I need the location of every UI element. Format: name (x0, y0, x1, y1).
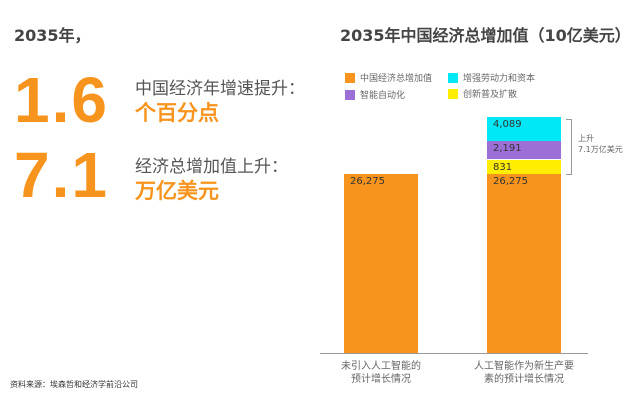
bar-segment: 831 (487, 159, 561, 174)
data-label: 26,275 (350, 176, 385, 187)
legend-label: 智能自动化 (360, 91, 406, 101)
stat-growth-label: 中国经济年增速提升： (135, 79, 305, 99)
stat-growth-value: 1.6 (14, 64, 109, 136)
intro-text: 2035年， (14, 26, 91, 45)
legend-swatch (448, 72, 458, 83)
annotation-line: 7.1万亿美元 (578, 145, 623, 154)
legend-swatch (448, 88, 458, 99)
stat-gva-unit: 万亿美元 (135, 179, 219, 203)
increase-annotation: 上升 7.1万亿美元 (578, 133, 623, 155)
legend-item-labor: 增强劳动力和资本 (448, 71, 535, 84)
annotation-line: 上升 (578, 134, 594, 143)
legend-item-gva: 中国经济总增加值 (345, 71, 432, 84)
data-label: 831 (493, 161, 513, 173)
x-tick-line: 人工智能作为新生产要 (474, 361, 574, 372)
x-tick-label-no-ai: 未引入人工智能的 预计增长情况 (321, 360, 441, 386)
bar-segment: 26,275 (487, 174, 561, 353)
stat-gva-label: 经济总增加值上升： (135, 157, 288, 177)
bar-segment: 2,191 (487, 140, 561, 160)
legend-swatch (345, 72, 355, 83)
bar-segment: 4,089 (487, 116, 561, 141)
x-tick-line: 素的预计增长情况 (484, 374, 564, 385)
data-label: 26,275 (493, 176, 528, 187)
x-tick-line: 预计增长情况 (351, 374, 411, 385)
legend-item-automation: 智能自动化 (345, 88, 405, 101)
stat-growth-unit: 个百分点 (135, 101, 219, 125)
source-note: 资料来源：埃森哲和经济学前沿公司 (10, 380, 138, 389)
legend-item-innovation: 创新普及扩散 (448, 87, 517, 100)
stat-gva-value: 7.1 (14, 139, 109, 211)
data-label: 4,089 (493, 118, 522, 130)
x-tick-line: 未引入人工智能的 (341, 361, 421, 372)
x-tick-label-ai: 人工智能作为新生产要 素的预计增长情况 (458, 360, 590, 386)
chart-title: 2035年中国经济总增加值（10亿美元） (340, 26, 631, 45)
legend-label: 中国经济总增加值 (360, 74, 433, 84)
x-axis-line (320, 353, 588, 354)
legend-label: 增强劳动力和资本 (463, 74, 536, 84)
legend-label: 创新普及扩散 (463, 90, 518, 100)
data-label: 2,191 (493, 142, 522, 154)
legend-swatch (345, 89, 355, 100)
bar-segment: 26,275 (344, 174, 418, 353)
increase-bracket (566, 119, 572, 175)
